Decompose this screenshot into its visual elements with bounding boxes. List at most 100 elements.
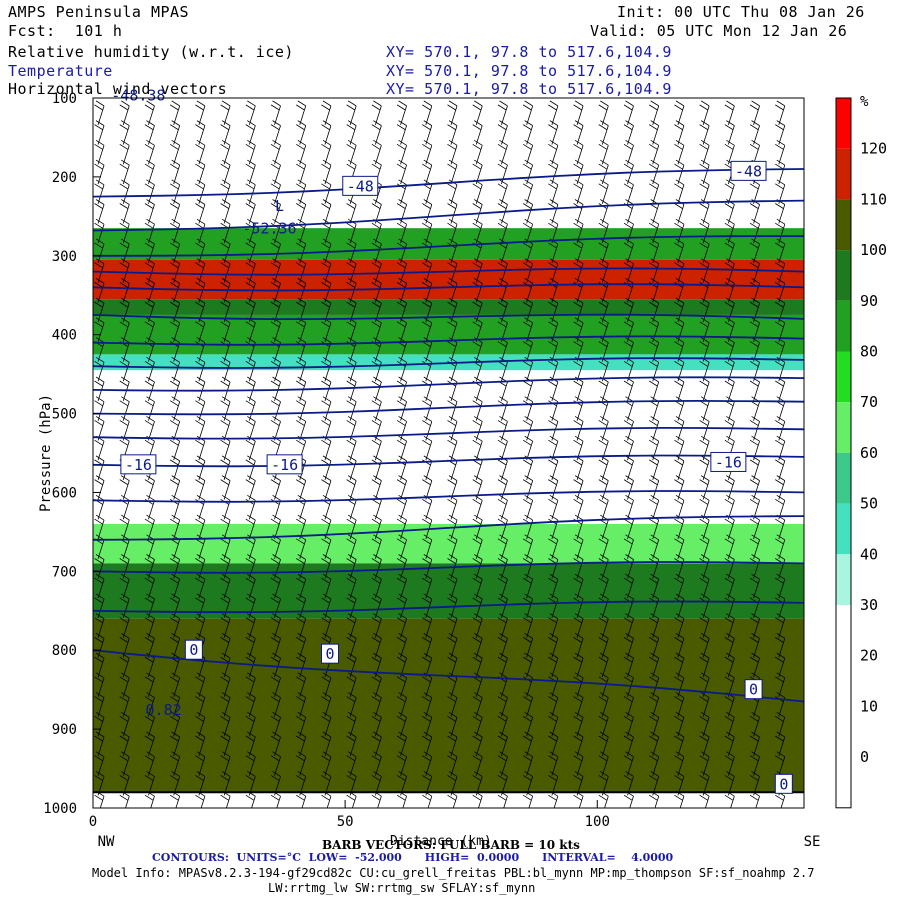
barb-flag xyxy=(623,617,633,624)
barb-flag xyxy=(574,514,584,521)
barb-flag xyxy=(700,573,710,580)
barb-staff xyxy=(526,263,534,283)
barb-flag xyxy=(398,199,407,205)
barb-flag xyxy=(297,139,306,146)
barb-staff xyxy=(122,480,130,500)
barb-flag xyxy=(447,676,456,683)
barb-staff xyxy=(627,736,634,757)
barb-flag xyxy=(700,672,710,679)
barb-flag xyxy=(700,593,710,600)
barb-flag xyxy=(447,735,456,742)
barb-flag xyxy=(497,124,507,130)
barb-flag xyxy=(472,597,481,604)
barb-flag xyxy=(700,494,710,501)
barb-staff xyxy=(627,302,634,323)
barb-staff xyxy=(677,519,685,540)
barb-flag xyxy=(474,751,483,758)
barb-flag xyxy=(270,597,280,604)
barb-flag xyxy=(346,597,355,604)
barb-flag xyxy=(195,183,204,190)
barb-flag xyxy=(422,735,431,742)
barb-flag xyxy=(574,199,584,205)
barb-staff xyxy=(576,105,584,125)
barb-staff xyxy=(702,717,710,737)
barb-column-10 xyxy=(346,100,357,808)
barb-flag xyxy=(623,420,633,426)
barb-flag xyxy=(144,222,154,229)
barb-flag xyxy=(121,120,130,126)
barb-flag xyxy=(700,238,710,245)
barb-flag xyxy=(95,672,105,679)
barb-flag xyxy=(573,262,582,269)
barb-column-5 xyxy=(220,100,231,808)
barb-flag xyxy=(270,775,280,781)
barb-flag xyxy=(675,139,685,146)
barb-staff xyxy=(652,224,660,244)
barb-flag xyxy=(675,692,685,698)
barb-staff xyxy=(198,598,206,618)
barb-flag xyxy=(221,731,231,738)
barb-flag xyxy=(726,672,735,679)
barb-flag xyxy=(245,775,255,781)
barb-staff xyxy=(324,401,332,421)
barb-flag xyxy=(548,262,557,269)
barb-flag xyxy=(119,360,128,367)
barb-staff xyxy=(223,145,231,165)
barb-flag xyxy=(423,771,433,777)
barb-flag xyxy=(396,143,406,150)
barb-flag xyxy=(549,317,559,324)
barb-staff xyxy=(450,519,458,540)
barb-flag xyxy=(422,637,431,643)
barb-flag xyxy=(171,278,180,284)
barb-flag xyxy=(346,439,355,446)
barb-staff xyxy=(324,105,332,125)
barb-flag xyxy=(119,597,128,604)
barb-staff xyxy=(425,460,433,480)
barb-flag xyxy=(700,258,710,265)
barb-staff xyxy=(400,302,407,323)
barb-flag xyxy=(322,278,332,284)
barb-staff xyxy=(349,736,357,757)
barb-staff xyxy=(274,697,281,717)
barb-flag xyxy=(322,613,332,620)
barb-flag xyxy=(699,479,708,485)
barb-staff xyxy=(501,105,508,125)
barb-flag xyxy=(447,498,456,505)
barb-staff xyxy=(425,441,433,461)
barb-flag xyxy=(726,613,735,620)
barb-flag xyxy=(573,735,582,742)
barb-staff xyxy=(654,796,660,808)
barb-flag xyxy=(347,534,357,541)
barb-staff xyxy=(122,125,130,145)
barb-flag xyxy=(270,755,280,762)
barb-flag xyxy=(699,696,708,702)
barb-staff xyxy=(652,519,660,540)
barb-staff xyxy=(526,342,534,362)
barb-flag xyxy=(322,554,332,560)
barb-staff xyxy=(601,657,609,678)
barb-flag xyxy=(600,139,609,146)
barb-flag xyxy=(423,751,433,758)
barb-flag xyxy=(600,199,609,205)
barb-staff xyxy=(223,539,231,559)
barb-staff xyxy=(299,697,307,717)
rh-band-7 xyxy=(93,618,804,793)
barb-flag xyxy=(347,455,357,462)
barb-flag xyxy=(196,297,206,304)
barb-flag xyxy=(447,321,456,328)
barb-staff xyxy=(324,618,332,638)
barb-flag xyxy=(598,479,608,485)
barb-staff xyxy=(652,243,660,263)
barb-flag xyxy=(296,617,305,624)
barb-flag xyxy=(675,120,685,126)
field-temperature-xy: XY= 570.1, 97.8 to 517.6,104.9 xyxy=(386,62,672,80)
barb-staff xyxy=(601,421,609,441)
barb-flag xyxy=(146,711,155,718)
barb-flag xyxy=(221,356,231,363)
barb-flag xyxy=(497,775,507,781)
barb-staff xyxy=(526,638,534,658)
barb-flag xyxy=(371,439,381,446)
barb-flag xyxy=(625,278,634,284)
barb-flag xyxy=(398,771,407,777)
barb-flag xyxy=(497,538,507,545)
